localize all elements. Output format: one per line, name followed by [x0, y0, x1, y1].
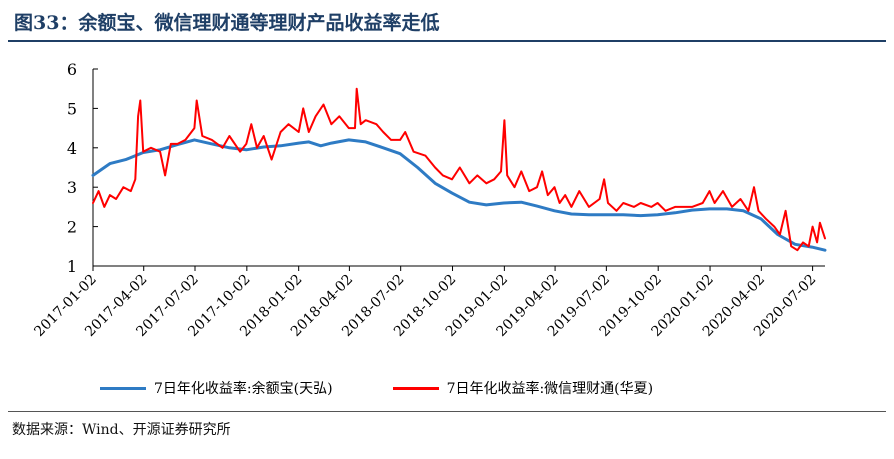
line-chart: 1 2 3 4 5 6 2017-01-022017-04-022017-07-02201…: [31, 60, 827, 340]
series-line-yuebao: [91, 138, 827, 252]
chart-title: 图33：余额宝、微信理财通等理财产品收益率走低: [14, 12, 440, 34]
source-divider: [8, 411, 886, 412]
legend-swatch-yuebao: [100, 386, 146, 390]
legend-item-licaitong: 7日年化收益率:微信理财通(华夏): [392, 378, 654, 398]
y-tick-label: 6: [67, 60, 77, 79]
legend: 7日年化收益率:余额宝(天弘) 7日年化收益率:微信理财通(华夏): [100, 378, 713, 398]
y-tick-label: 2: [67, 218, 77, 237]
y-axis: 1 2 3 4 5 6: [67, 60, 98, 276]
series-line-licaitong: [92, 87, 826, 252]
source-note: 数据来源：Wind、开源证券研究所: [12, 422, 231, 438]
legend-label-licaitong: 7日年化收益率:微信理财通(华夏): [446, 381, 654, 397]
y-tick-label: 4: [67, 139, 77, 158]
y-tick-label: 5: [67, 99, 77, 118]
legend-label-yuebao: 7日年化收益率:余额宝(天弘): [154, 381, 333, 397]
x-axis: 2017-01-022017-04-022017-07-022017-10-02…: [31, 265, 825, 340]
y-tick-label: 3: [67, 178, 77, 197]
series-layer: [91, 87, 827, 252]
legend-item-yuebao: 7日年化收益率:余额宝(天弘): [100, 378, 333, 398]
legend-swatch-licaitong: [392, 386, 439, 390]
y-tick-label: 1: [67, 257, 77, 276]
title-divider: [8, 40, 886, 42]
